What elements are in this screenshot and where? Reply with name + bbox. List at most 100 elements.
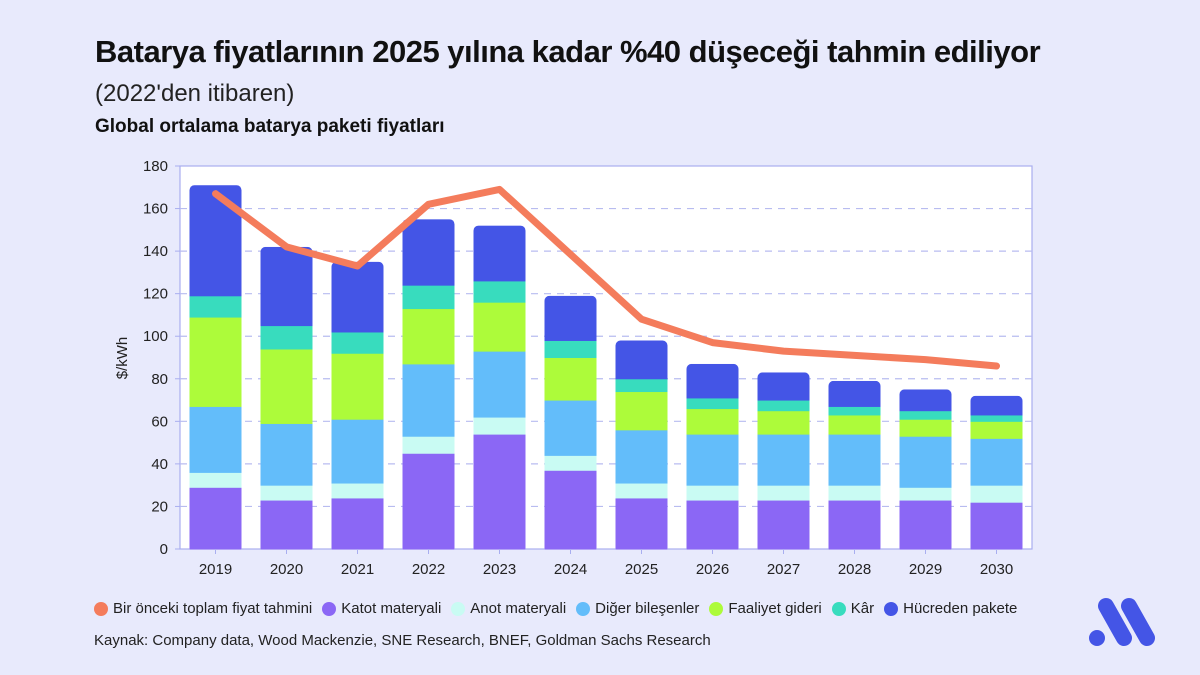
bar-segment (970, 502, 1023, 550)
x-tick-label: 2030 (980, 561, 1013, 578)
bar-segment (473, 434, 526, 550)
bar-segment (828, 414, 881, 435)
bar-segment (686, 397, 739, 410)
y-tick-label: 120 (143, 286, 168, 303)
chart-caption: Global ortalama batarya paketi fiyatları (95, 116, 445, 137)
x-tick-label: 2022 (412, 561, 445, 578)
legend-item: Anot materyali (451, 600, 566, 617)
bar-segment (970, 414, 1023, 422)
x-tick-label: 2021 (341, 561, 374, 578)
chart-title: Batarya fiyatlarının 2025 yılına kadar %… (95, 34, 1041, 69)
bar-segment (260, 423, 313, 486)
bar-segment (757, 500, 810, 550)
legend-label: Anot materyali (470, 600, 567, 617)
y-tick-label: 180 (143, 158, 168, 175)
bar-2029 (899, 389, 952, 550)
legend: Bir önceki toplam fiyat tahmini Katot mat… (94, 600, 1027, 617)
bar-2021 (331, 261, 384, 550)
bar-segment (402, 219, 455, 286)
bar-segment (686, 408, 739, 435)
bar-segment (189, 317, 242, 407)
legend-label: Diğer bileşenler (595, 600, 700, 617)
x-tick-label: 2029 (909, 561, 942, 578)
bar-segment (615, 378, 668, 393)
legend-label: Hücreden pakete (903, 600, 1018, 617)
bar-2023 (473, 225, 526, 550)
bar-segment (757, 434, 810, 486)
bar-segment (402, 308, 455, 365)
bar-segment (686, 363, 739, 399)
legend-swatch-icon (322, 601, 337, 616)
legend-label: Kâr (850, 600, 875, 617)
bar-segment (331, 483, 384, 499)
legend-swatch-icon (709, 601, 724, 616)
bar-segment (260, 485, 313, 501)
bar-segment (970, 421, 1023, 439)
x-axis: 2019 2020 2021 2022 2023 2024 2025 2026 2027 2028… (199, 549, 1013, 578)
y-tick-label: 40 (151, 456, 168, 473)
bar-2020 (260, 246, 313, 550)
legend-label: Katot materyali (341, 600, 442, 617)
x-tick-label: 2028 (838, 561, 871, 578)
bar-segment (189, 185, 242, 297)
bar-segment (189, 472, 242, 488)
bar-segment (331, 419, 384, 484)
bar-segment (544, 295, 597, 341)
bar-segment (473, 225, 526, 282)
bar-segment (757, 485, 810, 501)
bar-segment (686, 485, 739, 501)
legend-swatch-icon (94, 601, 108, 616)
x-tick-label: 2024 (554, 561, 587, 578)
bars (189, 185, 1023, 550)
y-tick-label: 100 (143, 328, 168, 345)
bar-segment (899, 389, 952, 412)
bar-2030 (970, 395, 1023, 550)
bar-segment (189, 487, 242, 550)
source-note: Kaynak: Company data, Wood Mackenzie, SN… (94, 632, 711, 649)
bar-segment (544, 400, 597, 456)
bar-segment (189, 406, 242, 473)
bar-segment (544, 357, 597, 401)
bar-segment (970, 485, 1023, 503)
legend-label: Bir önceki toplam fiyat tahmini (113, 600, 313, 617)
x-tick-label: 2025 (625, 561, 658, 578)
bar-segment (260, 325, 313, 350)
x-tick-label: 2020 (270, 561, 303, 578)
bar-segment (828, 500, 881, 550)
bar-segment (686, 434, 739, 486)
y-tick-label: 140 (143, 243, 168, 260)
x-tick-label: 2023 (483, 561, 516, 578)
bar-segment (473, 302, 526, 352)
y-tick-label: 0 (160, 541, 168, 558)
bar-2019 (189, 185, 242, 550)
bar-segment (970, 438, 1023, 486)
bar-segment (828, 434, 881, 486)
bar-segment (757, 400, 810, 412)
x-tick-label: 2027 (767, 561, 800, 578)
legend-item: Katot materyali (322, 600, 441, 617)
bar-segment (473, 280, 526, 303)
bar-segment (544, 470, 597, 550)
legend-swatch-icon (451, 601, 466, 616)
bar-segment (899, 410, 952, 420)
bar-segment (899, 419, 952, 437)
x-tick-label: 2026 (696, 561, 729, 578)
bar-segment (260, 246, 313, 327)
bar-segment (686, 500, 739, 550)
bar-segment (402, 363, 455, 437)
bar-2022 (402, 219, 455, 550)
bar-segment (615, 340, 668, 380)
bar-segment (828, 380, 881, 407)
bar-segment (970, 395, 1023, 416)
bar-segment (828, 406, 881, 416)
legend-item: Kâr (831, 600, 875, 617)
bar-segment (757, 372, 810, 401)
bar-segment (402, 285, 455, 310)
bar-2024 (544, 295, 597, 550)
y-tick-label: 80 (151, 371, 168, 388)
bar-segment (260, 348, 313, 424)
bar-2027 (757, 372, 810, 550)
forecast-line (212, 185, 1000, 370)
bar-segment (615, 497, 668, 550)
legend-item: Faaliyet gideri (709, 600, 822, 617)
